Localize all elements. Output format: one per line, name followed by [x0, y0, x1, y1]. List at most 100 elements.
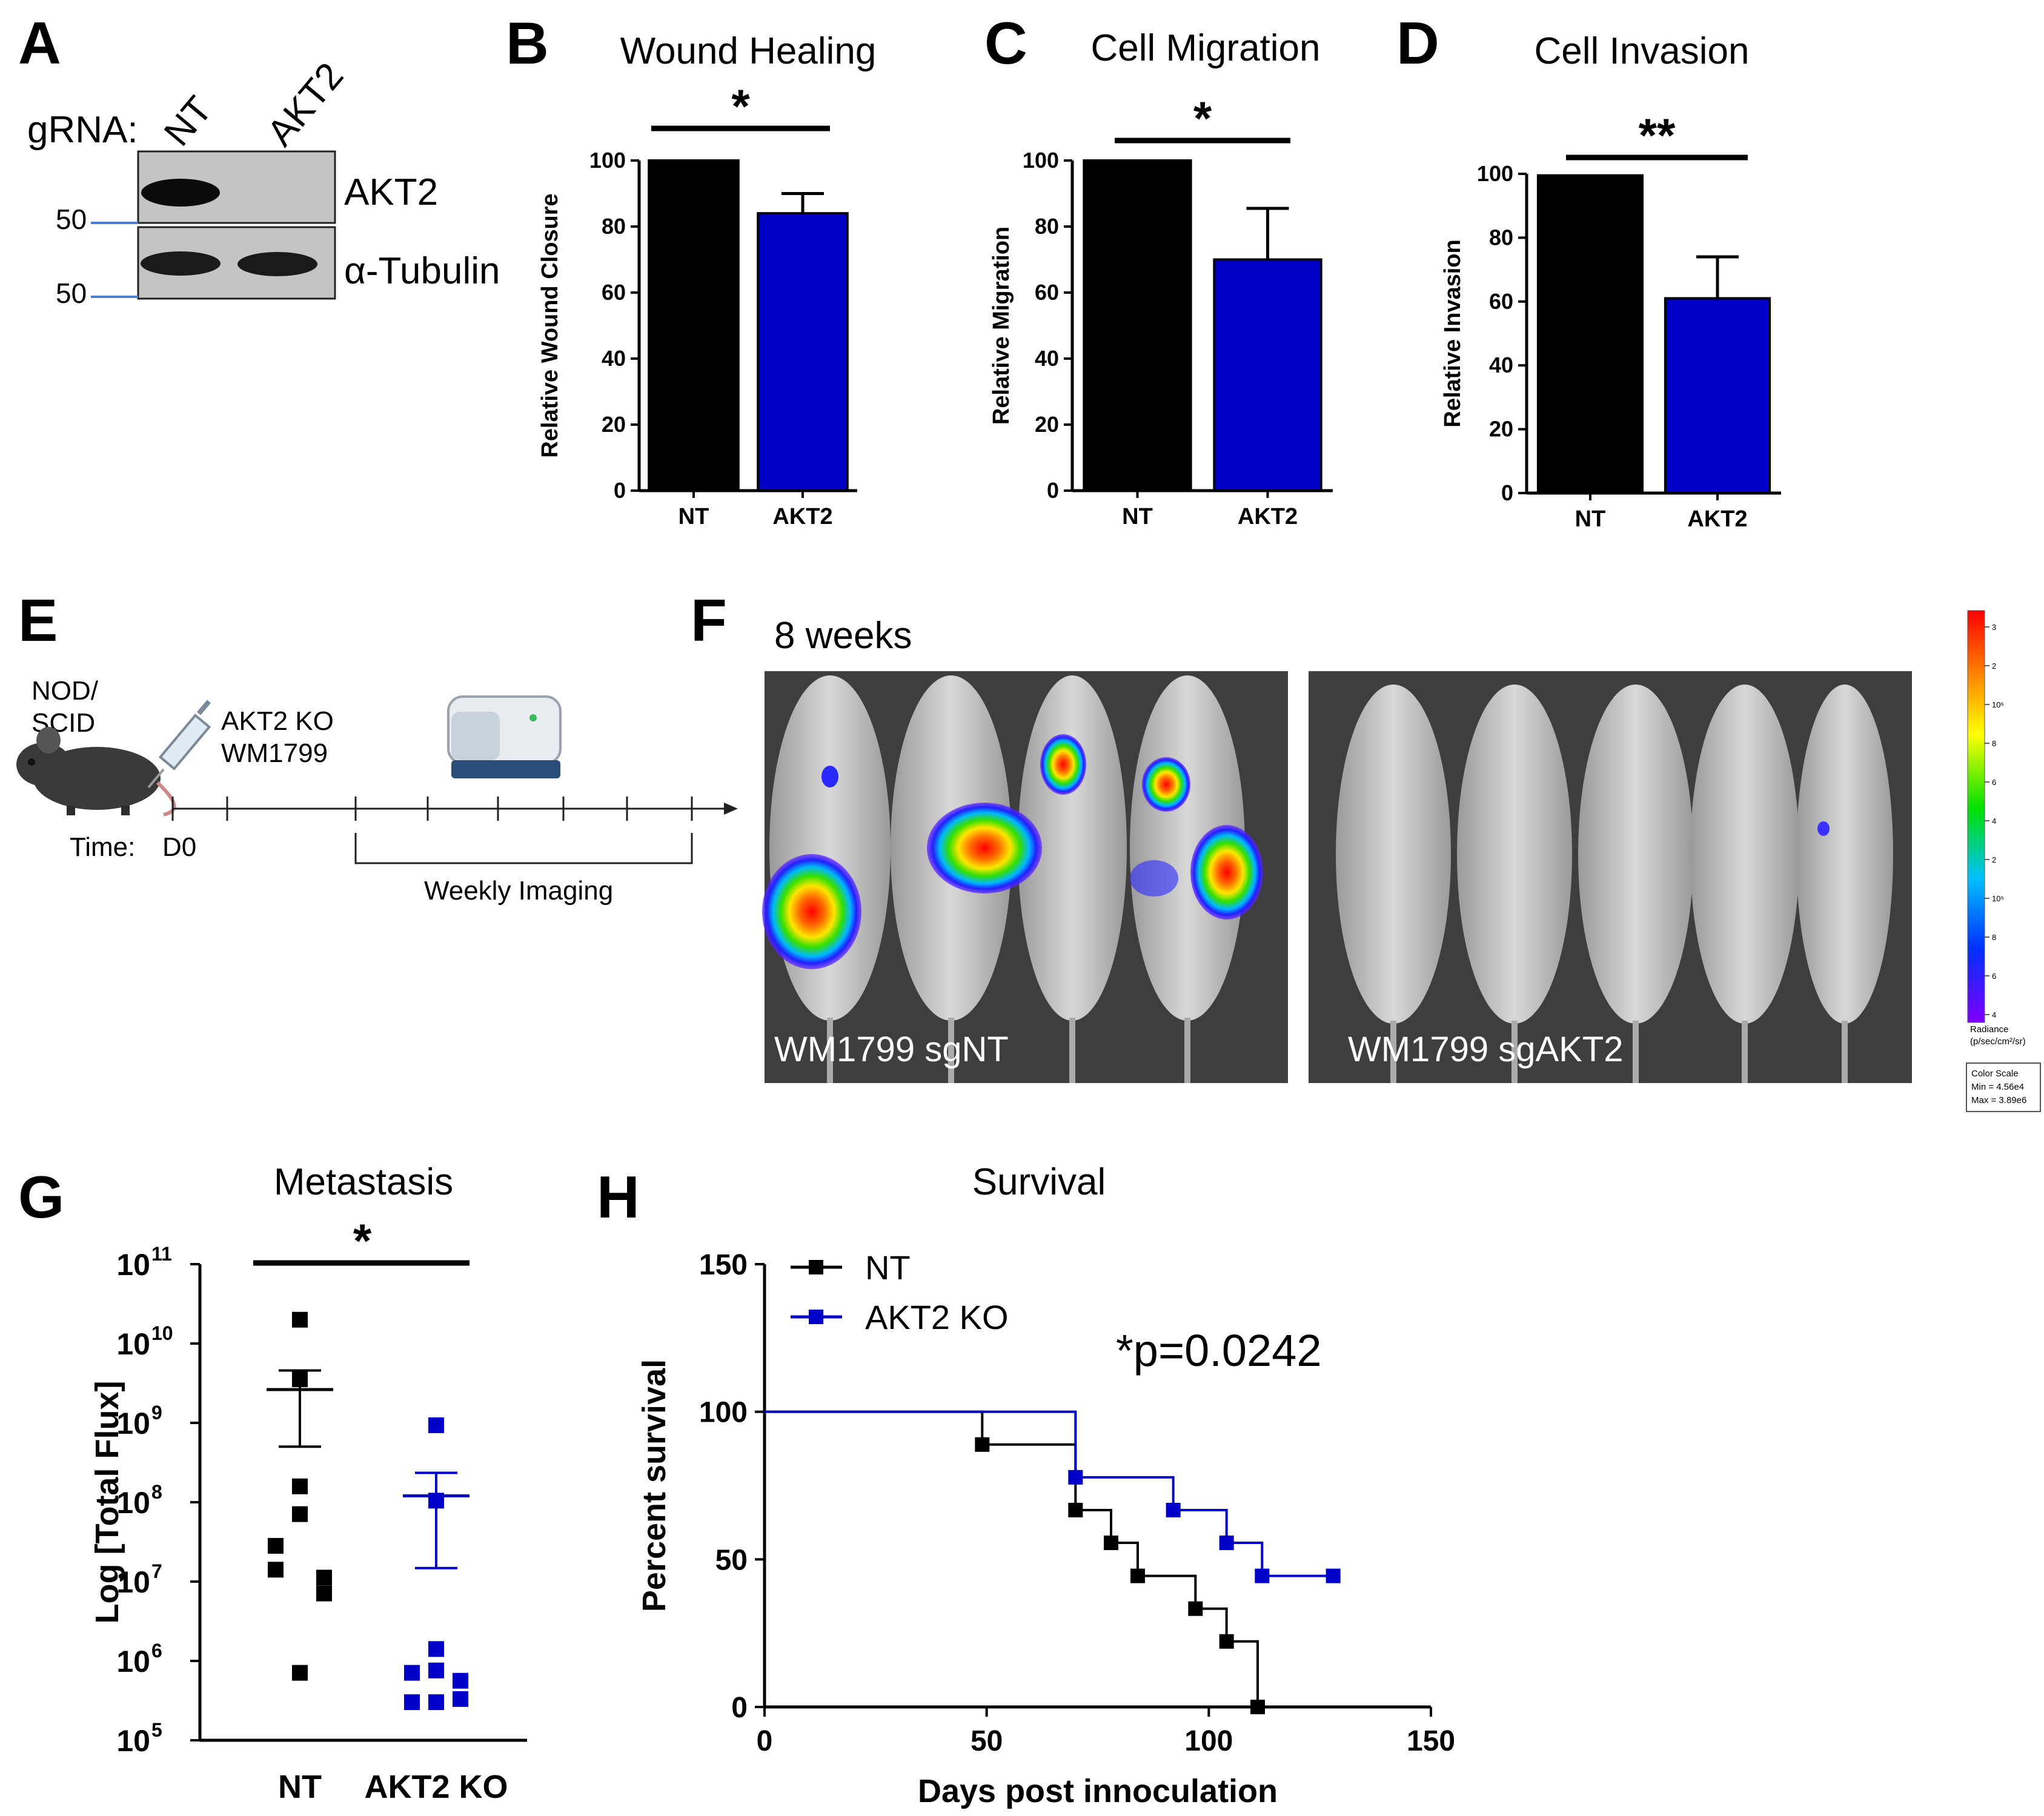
y-tick-label: 150: [699, 1249, 748, 1281]
significance-stars: *: [1193, 91, 1212, 145]
colorbar-tick-label: 4: [1992, 817, 1996, 826]
color-scale-min: Min = 4.56e4: [1971, 1082, 2024, 1092]
chart-title: Cell Migration: [1090, 27, 1320, 69]
data-point-akt2-ko: [404, 1694, 420, 1711]
bar-akt2: [1213, 258, 1322, 492]
chart-title: Wound Healing: [620, 30, 877, 72]
bioluminescence-signals: [762, 734, 1263, 969]
legend-marker: [809, 1260, 823, 1274]
event-marker: [1130, 1568, 1145, 1583]
event-marker: [1219, 1536, 1234, 1551]
panel-f-letter: F: [691, 587, 727, 654]
data-point-nt: [292, 1506, 308, 1522]
lane-label-akt2: AKT2: [259, 55, 352, 154]
event-marker: [1219, 1634, 1234, 1649]
panel-e: E NOD/ SCID AKT2 KO WM1799: [16, 587, 738, 906]
legend-marker: [809, 1310, 823, 1324]
time-label: Time:: [70, 832, 135, 862]
y-tick-label: 60: [602, 280, 626, 305]
y-tick-label: 40: [602, 346, 626, 371]
band-label-tubulin: α-Tubulin: [344, 250, 500, 292]
chart-title: Metastasis: [274, 1161, 453, 1203]
data-point-nt: [292, 1371, 308, 1387]
x-category-label: AKT2 KO: [364, 1769, 508, 1805]
band-label-akt2: AKT2: [344, 171, 438, 213]
data-point-akt2-ko: [404, 1665, 420, 1681]
y-tick-base: 10: [116, 1565, 150, 1599]
y-tick-label: 20: [1035, 412, 1059, 437]
colorbar-tick-label: 6: [1992, 778, 1996, 787]
y-tick-base: 10: [116, 1486, 150, 1520]
legend-label: NT: [865, 1248, 911, 1287]
significance-stars: **: [1639, 108, 1676, 162]
event-marker: [1188, 1601, 1203, 1616]
colorbar-tick-label: 10⁵: [1992, 894, 2004, 903]
x-category-label: NT: [1122, 504, 1153, 529]
event-marker: [1166, 1502, 1181, 1517]
timeline-arrowhead: [724, 803, 738, 815]
data-point-nt: [268, 1562, 284, 1578]
x-tick-label: 0: [757, 1725, 773, 1757]
y-tick-exponent: 9: [151, 1402, 162, 1423]
significance-stars: *: [731, 79, 750, 133]
legend-label: AKT2 KO: [865, 1298, 1009, 1336]
x-category-label: NT: [1575, 506, 1606, 532]
y-tick-base: 10: [116, 1407, 150, 1440]
band-akt2-nt: [141, 179, 220, 207]
x-tick-label: 50: [971, 1725, 1003, 1757]
color-scale-title: Color Scale: [1971, 1069, 2019, 1079]
x-category-label: AKT2: [1687, 506, 1747, 532]
data-point-akt2-ko: [453, 1672, 468, 1689]
event-marker: [1104, 1536, 1118, 1551]
colorbar-tick-label: 10⁶: [1992, 700, 2004, 709]
chart-title: Cell Invasion: [1535, 30, 1750, 72]
injection-label-2: WM1799: [221, 738, 328, 768]
bar-chart-cell-invasion: Cell Invasion 0 20 40 60 80 100 NT AKT2 Relative …: [1440, 30, 1781, 532]
data-point-nt: [292, 1478, 308, 1494]
x-tick-label: 150: [1407, 1725, 1455, 1757]
image-label-sgnt: WM1799 sgNT: [774, 1030, 1009, 1069]
mouse-strain-label-1: NOD/: [32, 676, 99, 706]
radiance-colorbar: [1967, 610, 1985, 1023]
panel-f: F 8 weeks WM1799 sgNT: [691, 587, 2041, 1112]
panel-d-letter: D: [1396, 10, 1439, 76]
y-tick-label: 80: [1489, 225, 1513, 250]
y-tick-label: 0: [731, 1692, 748, 1724]
data-point-akt2-ko: [428, 1641, 444, 1657]
x-category-label: NT: [278, 1769, 322, 1805]
y-tick-label: 50: [715, 1544, 748, 1576]
y-tick-base: 10: [116, 1327, 150, 1361]
grna-label: gRNA:: [27, 109, 138, 151]
event-marker: [1255, 1568, 1270, 1583]
colorbar-ticks: 3 2 10⁶ 8 6 4 2 10⁵ 8 6 4: [1985, 623, 2004, 1019]
ivis-imager-icon: [447, 695, 562, 778]
significance-stars: *: [353, 1214, 372, 1267]
panel-c-letter: C: [984, 10, 1027, 76]
band-tubulin-nt: [141, 251, 221, 276]
chart-title: Survival: [972, 1161, 1106, 1203]
colorbar-tick-label: 4: [1992, 1010, 1996, 1019]
colorbar-unit-2: (p/sec/cm²/sr): [1970, 1036, 2026, 1047]
survival-chart: Survival 0 50 100 150 0 50 100 150 Days post inno…: [636, 1161, 1455, 1809]
y-tick-base: 10: [116, 1724, 150, 1758]
x-category-label: AKT2: [772, 504, 832, 529]
y-axis-label: Percent survival: [636, 1359, 672, 1612]
mice-sgakt2: [1336, 684, 1893, 1083]
x-category-label: NT: [679, 504, 709, 529]
event-marker: [975, 1437, 990, 1452]
data-point-nt: [292, 1665, 308, 1681]
panel-a-letter: A: [18, 10, 61, 76]
y-axis-label: Log [Total Flux]: [89, 1381, 125, 1624]
panel-c: C Cell Migration 0 20 40 60 80 100 NT AKT2 Relati…: [984, 10, 1333, 529]
y-tick-exponent: 6: [151, 1640, 162, 1662]
panel-h: H Survival 0 50 100 150 0 50 100 150 Days post in…: [597, 1161, 1455, 1809]
y-tick-label: 100: [589, 148, 626, 173]
x-tick-label: 100: [1184, 1725, 1233, 1757]
data-point-nt: [316, 1585, 332, 1602]
colorbar-tick-label: 8: [1992, 739, 1996, 748]
panel-h-letter: H: [597, 1164, 640, 1230]
bar-chart-cell-migration: Cell Migration 0 20 40 60 80 100 NT AKT2 Relative…: [989, 27, 1333, 529]
panel-b: B Wound Healing 0 20 40 60 80 100 NT AKT2 Relativ…: [506, 10, 876, 529]
